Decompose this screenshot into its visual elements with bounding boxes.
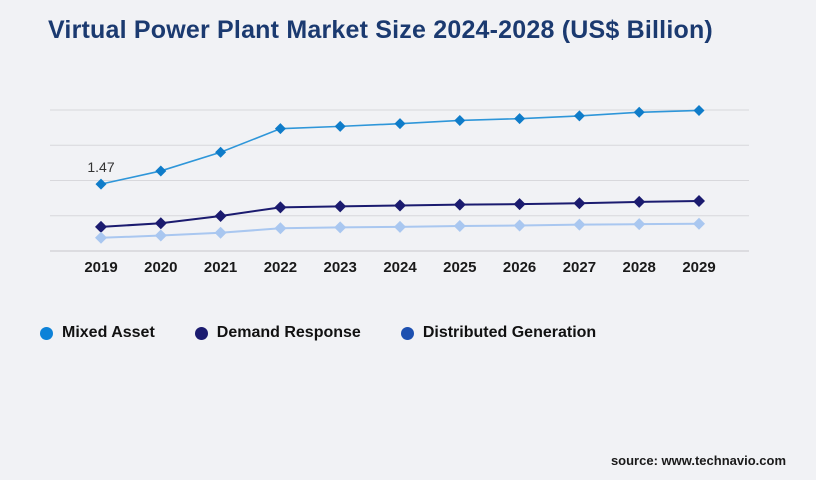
x-tick-label: 2019 (84, 259, 117, 276)
data-point-distributed-generation-2024 (394, 220, 406, 233)
data-point-mixed-asset-2026 (514, 113, 526, 125)
x-tick-label: 2021 (204, 259, 237, 276)
x-tick-label: 2029 (682, 259, 715, 276)
data-point-demand-response-2024 (394, 199, 406, 212)
x-tick-label: 2026 (503, 259, 536, 276)
x-tick-label: 2020 (144, 259, 177, 276)
legend-label: Demand Response (216, 324, 361, 341)
data-point-distributed-generation-2028 (633, 218, 646, 231)
data-point-demand-response-2021 (214, 209, 227, 222)
data-point-mixed-asset-2023 (334, 120, 346, 132)
data-point-mixed-asset-2024 (394, 118, 406, 130)
data-point-distributed-generation-2023 (334, 221, 347, 234)
data-point-distributed-generation-2026 (513, 219, 526, 232)
data-point-mixed-asset-2028 (633, 106, 645, 118)
x-tick-label: 2025 (443, 259, 476, 276)
data-point-mixed-asset-2027 (573, 110, 585, 122)
demand-response-legend-dot-icon (194, 326, 208, 340)
data-point-distributed-generation-2022 (274, 222, 287, 235)
data-point-demand-response-2026 (513, 198, 526, 211)
data-point-distributed-generation-2027 (573, 218, 586, 231)
data-point-distributed-generation-2029 (693, 217, 705, 230)
data-point-distributed-generation-2019 (95, 231, 107, 244)
data-point-mixed-asset-2021 (215, 146, 227, 158)
data-point-demand-response-2025 (453, 198, 466, 211)
source-attribution: source: www.technavio.com (610, 453, 786, 468)
data-point-demand-response-2028 (633, 195, 646, 208)
chart-legend: Mixed Asset Demand Response Distributed … (40, 324, 636, 342)
mixed-asset-legend-dot-icon (40, 326, 53, 340)
data-point-mixed-asset-2029 (693, 104, 705, 116)
legend-label: Mixed Asset (62, 324, 155, 341)
data-point-mixed-asset-2025 (454, 114, 466, 126)
data-point-mixed-asset-2022 (274, 123, 286, 135)
x-tick-label: 2027 (563, 259, 596, 276)
data-point-demand-response-2022 (274, 201, 287, 214)
data-point-mixed-asset-2020 (155, 165, 167, 177)
series-mixed-asset (95, 104, 705, 190)
data-point-mixed-asset-2019 (95, 178, 107, 190)
distributed-generation-legend-dot-icon (400, 326, 414, 340)
series-demand-response (95, 194, 705, 233)
legend-item-demand-response[interactable]: Demand Response (194, 324, 361, 342)
series-distributed-generation (95, 217, 705, 244)
x-tick-label: 2022 (264, 259, 297, 276)
x-tick-label: 2028 (623, 259, 656, 276)
data-point-distributed-generation-2025 (453, 219, 466, 232)
legend-label: Distributed Generation (422, 324, 597, 341)
grid-lines (50, 109, 749, 252)
x-axis-labels: 2019 2020 2021 2022 2023 2024 2025 2026 2027 2028… (84, 259, 715, 276)
line-chart: 2019 2020 2021 2022 2023 2024 2025 2026 2027 2028… (50, 104, 749, 276)
data-point-demand-response-2019 (95, 220, 107, 233)
data-point-distributed-generation-2021 (214, 226, 227, 239)
data-point-label: 1.47 (87, 159, 114, 175)
data-point-demand-response-2027 (573, 197, 586, 210)
data-point-demand-response-2020 (154, 217, 167, 230)
data-point-demand-response-2023 (334, 200, 347, 213)
data-point-demand-response-2029 (693, 194, 705, 207)
x-tick-label: 2024 (383, 259, 417, 276)
legend-item-distributed-generation[interactable]: Distributed Generation (400, 324, 597, 342)
data-point-distributed-generation-2020 (154, 229, 167, 242)
chart-title: Virtual Power Plant Market Size 2024-202… (48, 16, 713, 44)
legend-item-mixed-asset[interactable]: Mixed Asset (40, 324, 155, 342)
x-tick-label: 2023 (324, 259, 357, 276)
